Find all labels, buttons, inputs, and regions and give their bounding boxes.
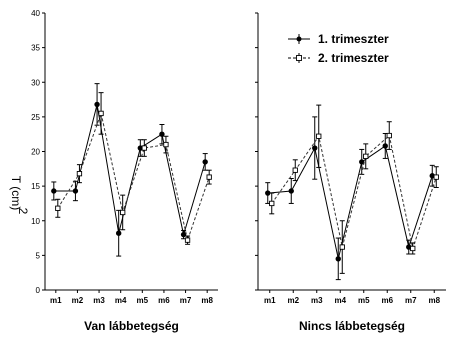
panel-2-series-2-line xyxy=(271,134,437,251)
panel-2-series-2-point xyxy=(316,133,322,139)
panel-2-series-2-point xyxy=(410,245,416,252)
panel-2-series-2-point xyxy=(269,200,275,207)
x-tick-label: m7 xyxy=(180,296,192,305)
y-tick-label: 35 xyxy=(31,44,40,53)
x-tick-label: m1 xyxy=(264,296,276,305)
panel-1-series-1-point xyxy=(72,188,79,194)
panel-2-series-2-point xyxy=(433,174,439,180)
y-tick-label: 15 xyxy=(31,182,40,191)
x-tick-label: m3 xyxy=(311,296,323,305)
panel-2-series-2-point xyxy=(292,167,298,173)
x-tick-label: m8 xyxy=(201,296,213,305)
panel-1-series-2-point xyxy=(141,145,147,151)
x-tick-label: m6 xyxy=(158,296,170,305)
panel-1-label: Van lábbetegség xyxy=(84,319,179,333)
x-tick-label: m2 xyxy=(72,296,84,305)
panel-1-series-2-point xyxy=(206,174,212,180)
panel-2-series-2-point xyxy=(386,132,392,139)
legend-series-1-marker xyxy=(296,36,302,42)
panel-1-series-2-point xyxy=(163,141,169,148)
panel-1-series-1-point xyxy=(180,231,187,238)
x-tick-label: m3 xyxy=(93,296,105,305)
y-tick-label: 20 xyxy=(31,148,40,157)
y-tick-label: 25 xyxy=(31,113,40,122)
y-axis-label: T (cm) xyxy=(9,176,23,210)
panel-2-series-1-line xyxy=(267,145,433,259)
panel-2-label: Nincs lábbetegség xyxy=(299,319,405,333)
panel-1-series-1-point xyxy=(51,188,57,194)
panel-1-series-2-point xyxy=(76,171,83,177)
x-tick-label: m5 xyxy=(137,296,149,305)
panel-2-series-1-point xyxy=(382,143,388,149)
x-tick-label: m5 xyxy=(358,296,370,305)
x-tick-label: m4 xyxy=(115,296,127,305)
y-axis-label-subscript: 2 xyxy=(16,208,30,215)
y-tick-label: 10 xyxy=(31,217,40,226)
panel-1-series-1-point xyxy=(115,230,122,236)
x-tick-label: m7 xyxy=(405,296,417,305)
panel-1-series-1-point xyxy=(94,101,100,108)
x-tick-label: m8 xyxy=(428,296,440,305)
panel-1-series-1-point xyxy=(202,159,208,165)
y-tick-label: 0 xyxy=(36,286,41,295)
y-tick-label: 5 xyxy=(36,251,41,260)
panel-1-series-2-point xyxy=(55,205,61,211)
panel-2-series-1-point xyxy=(359,159,365,165)
x-tick-label: m1 xyxy=(50,296,62,305)
legend-series-2-marker xyxy=(296,55,302,61)
panel-2-series-1-point xyxy=(335,256,341,262)
panel-1-series-1-point xyxy=(159,131,165,137)
legend-entry-2: 2. trimeszter xyxy=(318,51,389,65)
x-tick-label: m4 xyxy=(334,296,346,305)
panel-2-series-1-point xyxy=(312,145,318,151)
panel-1-series-2-line xyxy=(57,111,210,242)
y-tick-label: 40 xyxy=(31,9,40,18)
panel-1-series-2-point xyxy=(120,209,126,216)
panel-2-series-2-point xyxy=(339,244,345,250)
x-tick-label: m6 xyxy=(381,296,393,305)
panel-1-series-2-point xyxy=(184,237,191,243)
x-tick-label: m2 xyxy=(287,296,299,305)
y-tick-label: 30 xyxy=(31,78,40,87)
legend-entry-1: 1. trimeszter xyxy=(318,32,389,46)
panel-2-series-1-point xyxy=(288,188,294,194)
panel-2-series-2-point xyxy=(363,153,369,159)
panel-1-series-2-point xyxy=(98,110,104,117)
